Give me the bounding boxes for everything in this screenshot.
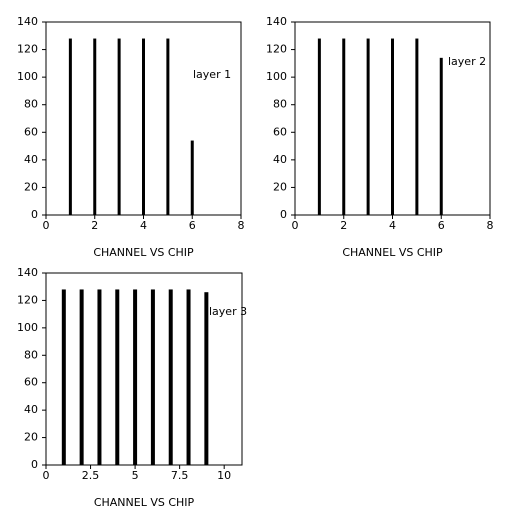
y-tick-label: 100 [17, 70, 38, 83]
y-tick-label: 20 [273, 180, 287, 193]
y-tick-label: 120 [17, 43, 38, 56]
x-tick-label: 2.5 [82, 469, 100, 482]
bar [439, 57, 443, 215]
y-tick-label: 60 [24, 125, 38, 138]
y-tick-label: 100 [266, 70, 287, 83]
y-tick-label: 120 [17, 293, 38, 306]
bar [115, 289, 120, 465]
x-tick-label: 4 [389, 219, 396, 232]
bar [168, 289, 173, 465]
y-tick-label: 80 [24, 98, 38, 111]
x-tick-label: 0 [43, 469, 50, 482]
x-tick-label: 5 [132, 469, 139, 482]
x-tick-label: 0 [43, 219, 50, 232]
bar [142, 38, 145, 215]
bar [415, 38, 419, 215]
y-tick-label: 0 [31, 208, 38, 221]
y-tick-label: 0 [31, 458, 38, 471]
x-axis-label: CHANNEL VS CHIP [94, 496, 195, 509]
x-tick-label: 4 [140, 219, 147, 232]
bar [391, 38, 394, 215]
y-tick-label: 20 [24, 431, 38, 444]
bar [186, 289, 191, 465]
bar [150, 289, 155, 465]
bar [97, 289, 102, 465]
bar [366, 38, 370, 215]
x-tick-label: 8 [238, 219, 245, 232]
y-tick-label: 40 [24, 403, 38, 416]
bar [61, 289, 66, 465]
plot-frame [45, 272, 243, 466]
y-tick-label: 60 [273, 125, 287, 138]
y-tick-label: 40 [273, 153, 287, 166]
x-tick-label: 7.5 [171, 469, 189, 482]
annotation: layer 1 [193, 68, 231, 81]
bar [117, 38, 121, 215]
y-tick-label: 140 [266, 15, 287, 28]
x-tick-label: 2 [340, 219, 347, 232]
y-tick-label: 80 [273, 98, 287, 111]
bar [204, 292, 209, 465]
x-tick-label: 8 [487, 219, 494, 232]
x-axis-label: CHANNEL VS CHIP [342, 246, 443, 259]
x-axis-label: CHANNEL VS CHIP [93, 246, 194, 259]
y-tick-label: 60 [24, 376, 38, 389]
y-tick-label: 80 [24, 348, 38, 361]
bar [133, 289, 138, 465]
y-tick-label: 120 [266, 43, 287, 56]
x-tick-label: 0 [292, 219, 299, 232]
y-tick-label: 40 [24, 153, 38, 166]
y-tick-label: 140 [17, 266, 38, 279]
x-tick-label: 10 [217, 469, 231, 482]
x-tick-label: 6 [438, 219, 445, 232]
annotation: layer 2 [448, 55, 486, 68]
bar [68, 38, 72, 215]
bar [190, 140, 194, 215]
bar [342, 38, 346, 215]
y-tick-label: 0 [280, 208, 287, 221]
x-tick-label: 2 [91, 219, 98, 232]
annotation: layer 3 [209, 305, 247, 318]
bar [93, 38, 97, 215]
bar [317, 38, 321, 215]
y-tick-label: 20 [24, 180, 38, 193]
bar [166, 38, 170, 215]
bar [79, 289, 84, 465]
y-tick-label: 140 [17, 15, 38, 28]
x-tick-label: 6 [189, 219, 196, 232]
y-tick-label: 100 [17, 321, 38, 334]
